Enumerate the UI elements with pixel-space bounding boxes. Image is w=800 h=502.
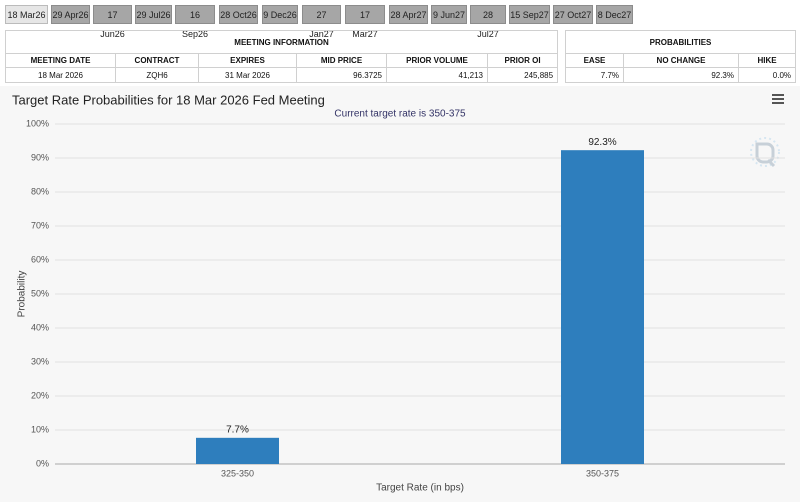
bar (561, 150, 644, 464)
date-tab[interactable]: 17 Mar27 (345, 5, 385, 39)
table-cell: 245,885 (486, 67, 559, 83)
watermark-ring (750, 137, 780, 167)
table-cell: 92.3% (623, 67, 739, 83)
probabilities-table: PROBABILITIES EASE NO CHANGE HIKE 7.7% 92.3… (564, 30, 797, 83)
x-axis-label: Target Rate (in bps) (376, 483, 464, 494)
date-tab[interactable]: 15 Sep27 (509, 5, 550, 24)
y-tick-label: 100% (26, 118, 49, 128)
chart-title: Target Rate Probabilities for 18 Mar 202… (12, 92, 325, 107)
watermark (750, 137, 780, 168)
date-tab[interactable]: 27 Jan27 (302, 5, 341, 39)
table-title: PROBABILITIES (564, 30, 797, 54)
date-tab[interactable]: 9 Dec26 (262, 5, 298, 24)
column-header: PRIOR VOLUME (386, 53, 488, 68)
column-header: EXPIRES (198, 53, 297, 68)
date-tab[interactable]: 17 Jun26 (93, 5, 132, 39)
table-cell: 41,213 (386, 67, 488, 83)
date-tab[interactable]: 18 Mar26 (5, 5, 48, 24)
bar (196, 437, 279, 464)
data-label: 7.7% (226, 424, 249, 435)
date-tab[interactable]: 27 Oct27 (553, 5, 593, 24)
table-cell: 7.7% (565, 67, 624, 83)
column-header: EASE (565, 53, 624, 68)
date-tab[interactable]: 28 Apr27 (389, 5, 428, 24)
y-axis-label: Probability (17, 271, 28, 318)
table-cell: 31 Mar 2026 (198, 67, 297, 83)
table-cell: 96.3725 (296, 67, 387, 83)
y-tick-label: 50% (31, 288, 49, 298)
x-tick-label: 325-350 (221, 468, 254, 478)
column-header: MEETING DATE (5, 53, 116, 68)
date-tab[interactable]: 28 Oct26 (219, 5, 258, 24)
column-header: MID PRICE (296, 53, 387, 68)
meeting-table: MEETING INFORMATION MEETING DATE CONTRACT… (4, 30, 559, 83)
date-tab[interactable]: 9 Jun27 (431, 5, 467, 24)
date-tab[interactable]: 28 Jul27 (470, 5, 506, 39)
table-cell: ZQH6 (115, 67, 199, 83)
date-tab[interactable]: 29 Apr26 (51, 5, 90, 24)
column-header: PRIOR OI (486, 53, 559, 68)
chart: Target Rate Probabilities for 18 Mar 202… (0, 86, 800, 502)
y-tick-label: 30% (31, 356, 49, 366)
column-header: NO CHANGE (623, 53, 739, 68)
y-tick-label: 20% (31, 390, 49, 400)
y-tick-label: 80% (31, 186, 49, 196)
table-title: MEETING INFORMATION (4, 30, 559, 54)
column-header: HIKE (737, 53, 797, 68)
menu-button[interactable] (772, 94, 784, 104)
menu-icon-line (772, 98, 784, 100)
y-tick-label: 10% (31, 424, 49, 434)
y-tick-label: 90% (31, 152, 49, 162)
y-tick-label: 70% (31, 220, 49, 230)
chart-subtitle: Current target rate is 350-375 (334, 109, 466, 120)
watermark-q (755, 142, 776, 168)
y-tick-label: 60% (31, 254, 49, 264)
y-tick-label: 40% (31, 322, 49, 332)
date-tab[interactable]: 29 Jul26 (135, 5, 172, 24)
menu-icon-line (772, 94, 784, 96)
column-header: CONTRACT (115, 53, 199, 68)
date-tab[interactable]: 8 Dec27 (596, 5, 633, 24)
y-tick-label: 0% (36, 458, 49, 468)
data-label: 92.3% (588, 137, 616, 148)
menu-icon-line (772, 102, 784, 104)
x-tick-label: 350-375 (586, 468, 619, 478)
table-cell: 18 Mar 2026 (5, 67, 116, 83)
table-cell: 0.0% (737, 67, 797, 83)
date-tab[interactable]: 16 Sep26 (175, 5, 215, 39)
